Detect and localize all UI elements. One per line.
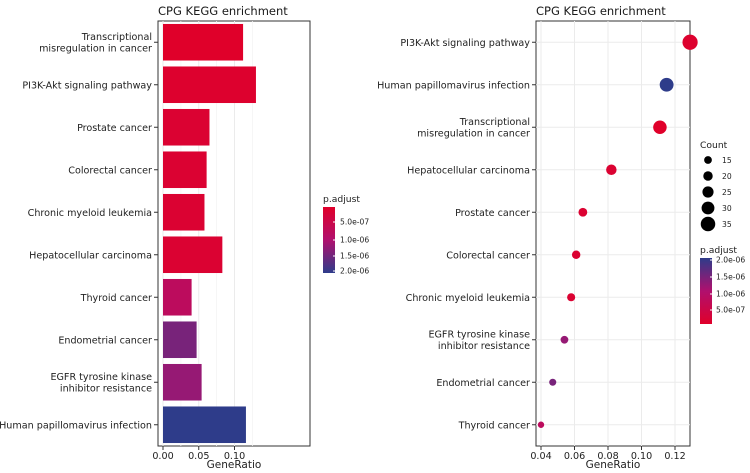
dot-point <box>682 34 698 50</box>
bar-category-label: Chronic myeloid leukemia <box>28 208 152 219</box>
bar-category-label: Prostate cancer <box>77 123 152 134</box>
bar-xtick-label: 0.05 <box>188 451 209 462</box>
dot-category-label: Prostate cancer <box>455 208 530 219</box>
count-legend-label: 20 <box>722 172 732 181</box>
bar-category-label: Human papillomavirus infection <box>0 420 152 431</box>
count-legend-label: 25 <box>722 188 732 197</box>
count-legend-dot <box>704 156 712 164</box>
bar-legend-tick-label: 1.0e-06 <box>340 236 369 245</box>
bar-xtick-label: 0.10 <box>224 451 245 462</box>
dot-category-label: EGFR tyrosine kinase inhibitor resistance <box>428 330 530 353</box>
dot-category-label: Chronic myeloid leukemia <box>406 293 530 304</box>
dot-category-label: Thyroid cancer <box>458 420 530 431</box>
bar <box>163 151 207 189</box>
bar-legend-tick-label: 5.0e-07 <box>340 218 369 227</box>
count-legend-label: 30 <box>722 204 732 213</box>
dot-category-label: Human papillomavirus infection <box>377 80 530 91</box>
dot-point <box>571 250 581 259</box>
bar <box>163 363 202 401</box>
dot-chart: CPG KEGG enrichment PI3K-Akt signaling p… <box>377 4 745 471</box>
bar-chart-title: CPG KEGG enrichment <box>158 4 288 18</box>
dot-chart-title: CPG KEGG enrichment <box>536 4 666 18</box>
dot-point <box>549 378 557 386</box>
dot-point <box>537 421 545 428</box>
bar <box>163 66 256 104</box>
dot-point <box>567 293 576 302</box>
dot-category-label: Transcriptional misregulation in cancer <box>417 117 530 140</box>
count-legend-dot <box>702 186 714 198</box>
dot-category-label: Hepatocellular carcinoma <box>407 165 530 176</box>
dot-xtick-label: 0.12 <box>664 451 685 462</box>
count-legend-title: Count <box>700 140 728 151</box>
bar <box>163 278 192 316</box>
bar-category-label: Hepatocellular carcinoma <box>29 250 152 261</box>
dot-category-label: Endometrial cancer <box>436 378 530 389</box>
bar-legend: p.adjust 5.0e-07 1.0e-06 1.5e-06 2.0e-06 <box>323 194 369 276</box>
dot-xtick-label: 0.06 <box>564 451 585 462</box>
count-legend-dot <box>701 201 715 215</box>
count-legend-dot <box>700 216 716 232</box>
bar-category-label: Transcriptional misregulation in cancer <box>39 32 152 55</box>
bar <box>163 108 210 146</box>
bar-chart: CPG KEGG enrichment Transcriptional misre… <box>0 4 369 471</box>
dot-point <box>653 120 667 135</box>
bar-legend-tick-label: 2.0e-06 <box>340 267 369 276</box>
dot-category-label: Colorectal cancer <box>446 250 530 261</box>
bar <box>163 23 244 61</box>
bar-xtick-label: 0.00 <box>152 451 173 462</box>
bar-chart-xlabel: GeneRatio <box>207 459 262 471</box>
count-legend-label: 15 <box>722 156 732 165</box>
bar <box>163 406 246 444</box>
dot-legend-tick-label: 1.0e-06 <box>716 290 745 299</box>
bar <box>163 236 223 274</box>
dot-chart-xlabel: GeneRatio <box>586 459 641 471</box>
bar-legend-tick-label: 1.5e-06 <box>340 252 369 261</box>
dot-xtick-label: 0.10 <box>631 451 652 462</box>
count-legend: Count 15 20 25 30 35 <box>700 140 732 232</box>
count-legend-label: 35 <box>722 220 732 229</box>
bar-legend-colorbar <box>323 207 335 273</box>
bar-category-label: Colorectal cancer <box>68 165 152 176</box>
dot-chart-plot-area <box>535 20 691 447</box>
bar <box>163 193 205 231</box>
dot-xtick-label: 0.08 <box>597 451 618 462</box>
bar-category-label: Thyroid cancer <box>80 293 152 304</box>
dot-legend-colorbar <box>700 258 712 324</box>
bar-category-label: EGFR tyrosine kinase inhibitor resistance <box>50 372 152 395</box>
dot-point <box>560 335 569 344</box>
dot-legend-tick-label: 1.5e-06 <box>716 273 745 282</box>
dot-color-legend-title: p.adjust <box>700 245 737 256</box>
bar-category-label: Endometrial cancer <box>58 335 152 346</box>
dot-legend-tick-label: 2.0e-06 <box>716 256 745 265</box>
dot-point <box>659 77 674 92</box>
bar-legend-title: p.adjust <box>323 194 360 205</box>
dot-category-label: PI3K-Akt signaling pathway <box>400 38 530 49</box>
dot-xtick-label: 0.04 <box>530 451 551 462</box>
dot-legend-tick-label: 5.0e-07 <box>716 306 745 315</box>
dot-point <box>578 207 588 217</box>
count-legend-dot <box>703 171 713 181</box>
dot-color-legend: p.adjust 2.0e-06 1.5e-06 1.0e-06 5.0e-07 <box>700 245 745 324</box>
bar-category-label: PI3K-Akt signaling pathway <box>22 80 152 91</box>
dot-point <box>606 164 617 175</box>
bar <box>163 321 197 359</box>
